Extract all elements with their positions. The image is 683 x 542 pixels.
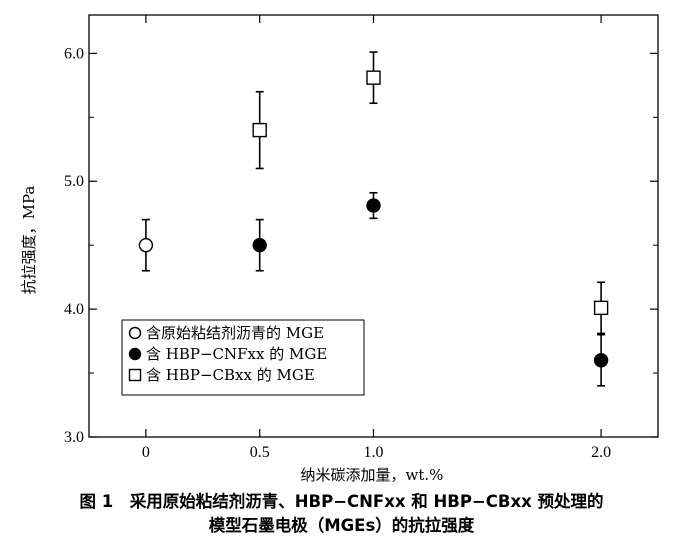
y-tick-label: 5.0 [64, 173, 84, 190]
square-marker [128, 368, 142, 382]
filled-circle-marker [252, 237, 267, 253]
legend-label: 含 HBP−CNFxx 的 MGE [146, 345, 327, 363]
legend-label: 含 HBP−CBxx 的 MGE [146, 366, 315, 384]
x-axis-label: 纳米碳添加量，wt.% [301, 466, 444, 484]
chart: 3.0 4.0 5.0 6.0 0 0.5 1.0 2.0 含原始粘结剂沥青的 MGE 含 HB… [20, 14, 659, 484]
open-circle-marker [138, 237, 154, 253]
caption-line-1: 图 1 采用原始粘结剂沥青、HBP−CNFxx 和 HBP−CBxx 预处理的 [79, 492, 604, 511]
axes: 3.0 4.0 5.0 6.0 0 0.5 1.0 2.0 [64, 15, 658, 461]
caption-line-2: 模型石墨电极（MGEs）的抗拉强度 [208, 516, 475, 535]
square-marker [366, 70, 381, 85]
square-marker [593, 300, 609, 316]
legend-label: 含原始粘结剂沥青的 MGE [146, 324, 324, 342]
y-tick-label: 3.0 [64, 429, 84, 446]
figure-caption: 图 1 采用原始粘结剂沥青、HBP−CNFxx 和 HBP−CBxx 预处理的 … [0, 490, 683, 538]
data-marks [138, 51, 609, 387]
x-tick-label: 0.5 [250, 444, 270, 461]
legend: 含原始粘结剂沥青的 MGE 含 HBP−CNFxx 的 MGE 含 HBP−CBxx… [121, 319, 365, 396]
x-tick-label: 0 [142, 444, 150, 461]
square-marker [252, 122, 267, 138]
filled-circle-marker [593, 353, 609, 368]
y-tick-label: 6.0 [64, 45, 84, 62]
filled-circle-marker [366, 198, 381, 213]
y-axis-label: 抗拉强度，MPa [20, 186, 38, 295]
open-circle-marker [128, 326, 142, 340]
x-tick-label: 2.0 [591, 444, 611, 461]
legend-box [121, 319, 365, 396]
x-tick-label: 1.0 [364, 444, 384, 461]
y-tick-label: 4.0 [64, 301, 84, 318]
filled-circle-marker [128, 347, 142, 361]
